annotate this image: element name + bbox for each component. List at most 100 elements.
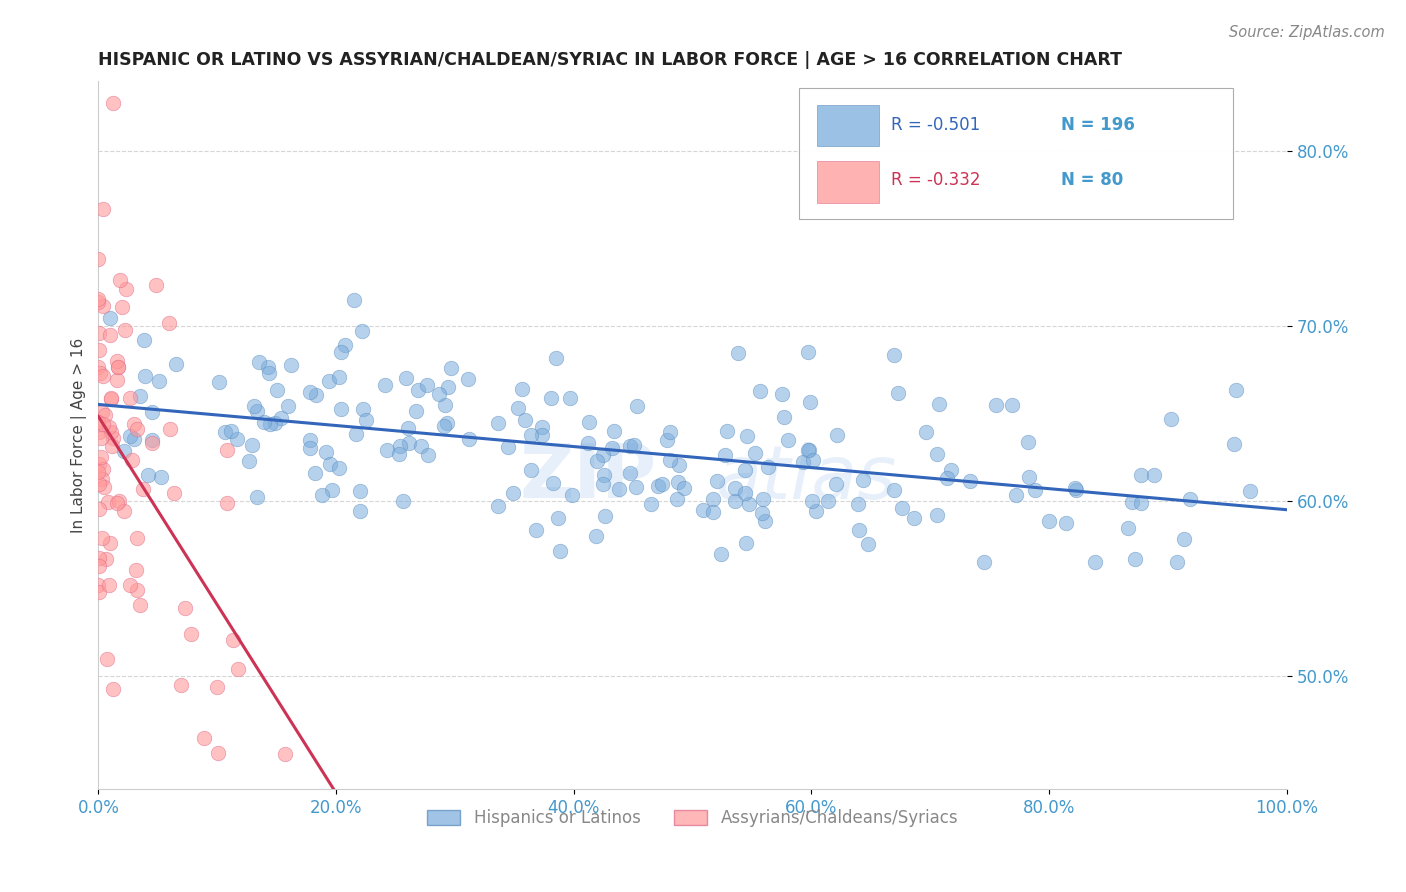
Point	[1121, 495, 1143, 509]
Text: N = 80: N = 80	[1062, 171, 1123, 189]
Point	[215, 442, 238, 457]
Point	[519, 428, 541, 442]
Point	[883, 483, 905, 497]
Point	[343, 293, 366, 308]
Point	[1054, 516, 1077, 530]
Point	[108, 494, 131, 508]
Point	[90, 431, 112, 445]
Point	[891, 501, 914, 516]
Point	[349, 483, 371, 498]
Text: R = -0.501: R = -0.501	[891, 116, 980, 134]
Point	[89, 366, 111, 380]
Point	[87, 326, 110, 340]
Point	[530, 427, 553, 442]
Point	[734, 463, 756, 477]
Point	[89, 477, 111, 491]
Point	[93, 417, 115, 431]
Point	[659, 453, 682, 467]
Point	[150, 470, 173, 484]
Point	[1225, 383, 1247, 397]
Point	[1125, 551, 1147, 566]
Point	[619, 439, 641, 453]
Point	[640, 497, 662, 511]
Point	[502, 486, 524, 500]
Point	[118, 428, 141, 442]
Point	[436, 380, 458, 394]
Point	[752, 491, 775, 506]
Point	[87, 585, 110, 599]
Point	[94, 408, 117, 422]
Point	[311, 488, 333, 502]
Point	[98, 310, 121, 325]
Point	[770, 387, 793, 401]
Point	[112, 503, 135, 517]
Point	[122, 417, 145, 432]
Point	[98, 578, 121, 592]
Point	[215, 495, 238, 509]
Text: N = 196: N = 196	[1062, 116, 1135, 134]
Point	[1178, 492, 1201, 507]
Point	[748, 384, 770, 398]
Point	[647, 479, 669, 493]
Point	[222, 633, 245, 648]
FancyBboxPatch shape	[817, 104, 879, 146]
Point	[91, 299, 114, 313]
Point	[354, 413, 377, 427]
Point	[398, 436, 420, 450]
Point	[436, 416, 458, 430]
Point	[98, 536, 121, 550]
Point	[89, 425, 111, 439]
FancyBboxPatch shape	[817, 161, 879, 203]
Point	[1166, 555, 1188, 569]
Point	[87, 360, 110, 375]
Point	[179, 626, 201, 640]
Point	[388, 447, 411, 461]
Point	[114, 323, 136, 337]
Point	[619, 467, 641, 481]
Point	[98, 327, 121, 342]
Point	[256, 359, 278, 374]
Point	[87, 295, 110, 310]
Point	[352, 402, 374, 417]
Point	[100, 392, 122, 406]
Point	[103, 431, 125, 445]
Point	[416, 377, 439, 392]
Point	[207, 680, 229, 694]
Point	[792, 455, 814, 469]
Point	[105, 373, 128, 387]
Point	[298, 433, 321, 447]
Point	[512, 382, 534, 396]
Point	[273, 747, 295, 762]
Point	[96, 551, 118, 566]
Point	[519, 463, 541, 477]
Point	[270, 411, 292, 425]
Point	[561, 488, 583, 502]
Point	[797, 345, 820, 359]
Point	[658, 425, 681, 439]
Point	[91, 202, 114, 216]
Point	[1160, 411, 1182, 425]
Point	[560, 391, 582, 405]
Point	[416, 448, 439, 462]
Point	[710, 547, 733, 561]
Point	[486, 417, 509, 431]
Point	[799, 394, 821, 409]
Point	[624, 480, 647, 494]
Point	[219, 424, 242, 438]
Point	[434, 398, 457, 412]
Point	[107, 360, 129, 375]
Point	[321, 483, 343, 497]
Point	[1063, 482, 1085, 496]
Point	[157, 316, 180, 330]
Point	[1173, 532, 1195, 546]
Point	[127, 531, 149, 545]
Point	[1017, 435, 1039, 450]
Point	[100, 391, 122, 405]
Point	[122, 432, 145, 446]
Point	[411, 439, 433, 453]
Point	[778, 434, 800, 448]
Point	[263, 416, 285, 430]
Point	[738, 497, 761, 511]
Point	[101, 439, 124, 453]
Point	[141, 436, 163, 450]
